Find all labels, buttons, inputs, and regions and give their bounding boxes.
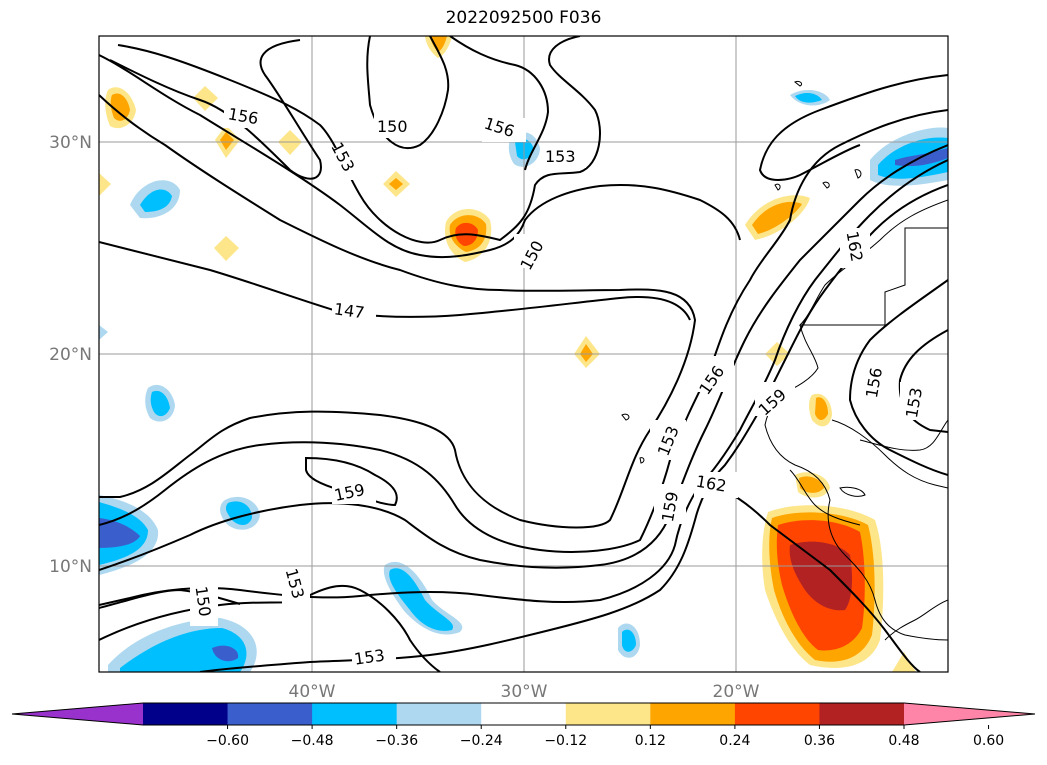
contour-labels: 156 150 156 153 153 150 147 162 156 159 … bbox=[190, 104, 930, 670]
colorbar-segment bbox=[481, 703, 567, 725]
colorbar-tick-label: −0.48 bbox=[291, 733, 334, 749]
colorbar-segment bbox=[227, 703, 313, 725]
colorbar-tick-label: 0.48 bbox=[888, 733, 919, 749]
colorbar-segment bbox=[650, 703, 736, 725]
map-plot-area: 156 150 156 153 153 150 147 162 156 159 … bbox=[99, 36, 948, 672]
contour-label: 147 bbox=[333, 299, 366, 322]
lon-label: 40°W bbox=[289, 682, 336, 702]
latitude-labels: 30°N 20°N 10°N bbox=[49, 133, 92, 577]
longitude-labels: 40°W 30°W 20°W bbox=[289, 682, 760, 702]
colorbar-extend-high bbox=[904, 703, 1035, 725]
colorbar-segment bbox=[734, 703, 820, 725]
colorbar-segment bbox=[819, 703, 905, 725]
height-contours bbox=[99, 36, 948, 672]
colorbar-tick-label: −0.60 bbox=[206, 733, 249, 749]
contour-label: 150 bbox=[377, 117, 408, 136]
colorbar-segment bbox=[565, 703, 651, 725]
map-frame bbox=[98, 35, 949, 673]
lon-label: 20°W bbox=[713, 682, 760, 702]
colorbar-segment bbox=[312, 703, 398, 725]
lat-label: 20°N bbox=[49, 345, 92, 365]
map-title: 2022092500 F036 bbox=[445, 8, 602, 28]
colorbar-outline bbox=[11, 702, 1036, 726]
colorbar-tick-label: −0.36 bbox=[375, 733, 418, 749]
colorbar-tick-label: 0.12 bbox=[635, 733, 666, 749]
colorbar-tick-label: 0.24 bbox=[719, 733, 750, 749]
lat-label: 30°N bbox=[49, 133, 92, 153]
lon-label: 30°W bbox=[501, 682, 548, 702]
colorbar-tick-label: 0.60 bbox=[973, 733, 1004, 749]
contour-label: 150 bbox=[192, 585, 215, 618]
colorbar-tick-label: 0.36 bbox=[804, 733, 835, 749]
colorbar-segment bbox=[143, 703, 229, 725]
colorbar: −0.60 −0.48 −0.36 −0.24 −0.12 0.12 0.24 0.36 0.4… bbox=[11, 702, 1036, 749]
colorbar-segment bbox=[396, 703, 482, 725]
contour-label: 153 bbox=[353, 646, 386, 669]
lat-label: 10°N bbox=[49, 557, 92, 577]
colorbar-tick-label: −0.24 bbox=[460, 733, 503, 749]
colorbar-tick-label: −0.12 bbox=[544, 733, 587, 749]
colorbar-extend-low bbox=[12, 703, 143, 725]
contour-label: 153 bbox=[545, 147, 576, 166]
